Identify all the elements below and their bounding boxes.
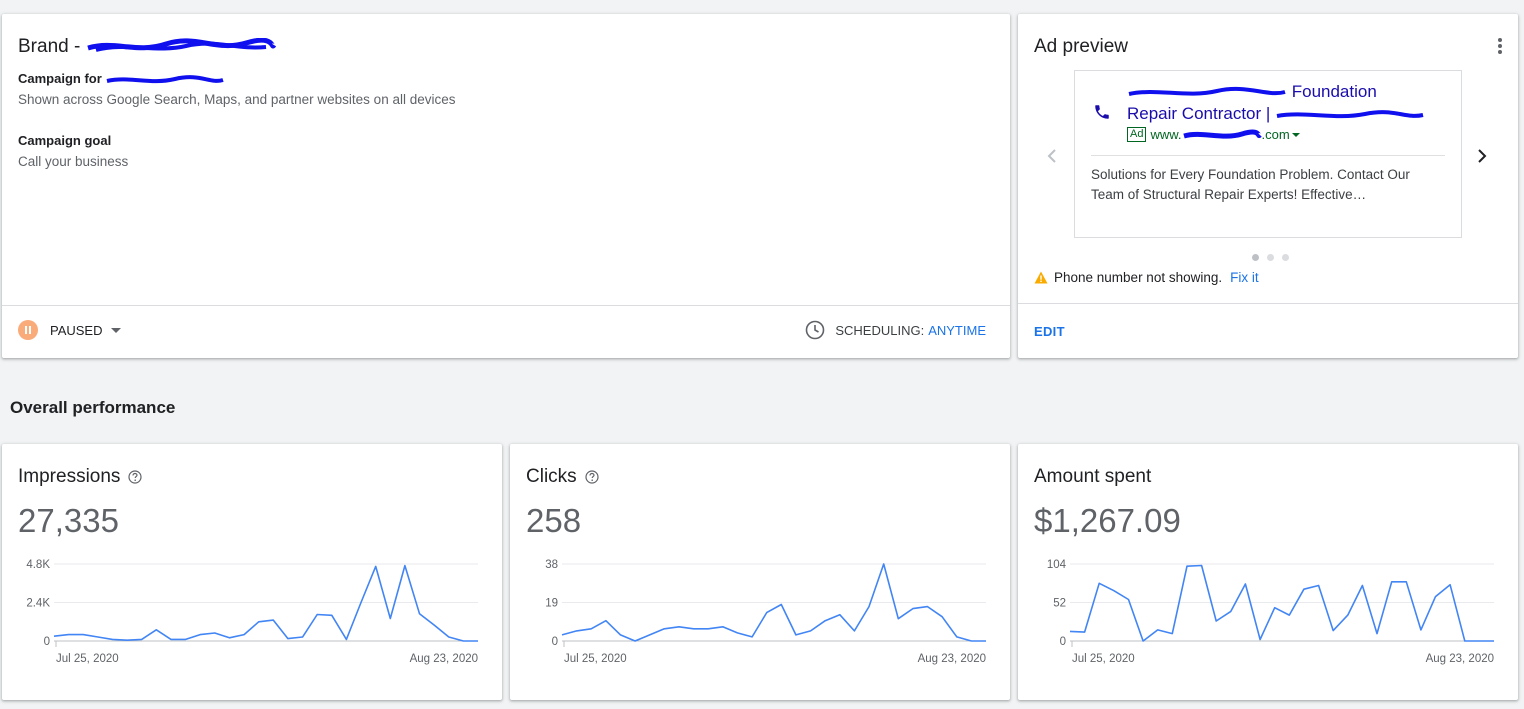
redacted-scribble <box>106 74 225 83</box>
y-tick-label: 2.4K <box>26 598 50 610</box>
chevron-right-icon[interactable] <box>1476 148 1488 164</box>
x-tick-label: Aug 23, 2020 <box>918 653 986 665</box>
series-line <box>53 564 478 642</box>
carousel-dot[interactable] <box>1267 254 1274 261</box>
x-tick-label: Jul 25, 2020 <box>1072 653 1135 665</box>
series-line <box>561 563 986 642</box>
x-tick-label: Jul 25, 2020 <box>56 653 119 665</box>
ad-headline-line1: Foundation <box>1127 81 1447 103</box>
metric-title-label: Impressions <box>18 466 121 487</box>
metric-title-label: Clicks <box>526 466 577 487</box>
campaign-goal-label: Campaign goal <box>18 133 112 148</box>
y-tick-label: 0 <box>552 636 558 648</box>
campaign-title: Brand - <box>18 36 276 58</box>
clicks-chart: 38 19 0 Jul 25, 2020 Aug 23, 2020 <box>545 559 986 665</box>
metric-title: Amount spent <box>1034 466 1151 488</box>
overall-performance-heading: Overall performance <box>10 398 176 417</box>
amount-spent-card: Amount spent $1,267.09 104 52 0 Jul 25, 202… <box>1018 444 1518 700</box>
ad-description: Solutions for Every Foundation Problem. … <box>1091 167 1410 202</box>
amount-spent-chart: 104 52 0 Jul 25, 2020 Aug 23, 2020 <box>1047 559 1494 665</box>
campaign-card: Brand - Campaign for Shown across Google… <box>2 14 1010 358</box>
metric-title: Clicks <box>526 466 599 488</box>
ad-headline[interactable]: Foundation Repair Contractor | <box>1127 81 1447 125</box>
help-icon[interactable] <box>585 470 599 484</box>
y-tick-label: 104 <box>1047 559 1067 571</box>
metric-value: 27,335 <box>18 502 119 539</box>
clock-icon <box>806 320 825 340</box>
y-tick-label: 38 <box>545 559 558 571</box>
status-dropdown[interactable]: PAUSED <box>18 320 121 340</box>
ad-display-url: Ad www. .com <box>1127 127 1300 142</box>
campaign-reach-text: Shown across Google Search, Maps, and pa… <box>18 92 456 107</box>
clicks-card: Clicks 258 38 19 0 Jul 25, 2020 Aug 23, 2020 <box>510 444 1010 700</box>
x-tick-label: Aug 23, 2020 <box>410 653 478 665</box>
status-label: PAUSED <box>50 322 103 338</box>
carousel-dots[interactable] <box>1248 254 1293 261</box>
divider <box>2 305 1010 306</box>
fix-it-link[interactable]: Fix it <box>1230 270 1259 285</box>
scheduling: SCHEDULING: ANYTIME <box>805 320 986 340</box>
scheduling-value-link[interactable]: ANYTIME <box>928 322 986 338</box>
ad-preview-card: Ad preview Foundation Repair Contractor … <box>1018 14 1518 358</box>
y-tick-label: 0 <box>44 636 50 648</box>
help-icon[interactable] <box>128 470 143 484</box>
series-line <box>1069 564 1494 642</box>
y-tick-label: 19 <box>545 598 558 610</box>
metric-value: $1,267.09 <box>1034 502 1181 539</box>
scheduling-label: SCHEDULING: <box>835 322 925 338</box>
phone-icon <box>1095 105 1109 119</box>
campaign-for-line: Campaign for <box>18 71 225 86</box>
chevron-left-icon[interactable] <box>1046 148 1058 164</box>
redacted-scribble <box>1128 86 1286 96</box>
divider <box>1091 155 1445 156</box>
metric-title-label: Amount spent <box>1034 466 1152 487</box>
caret-down-icon <box>1291 132 1300 137</box>
campaign-for-label: Campaign for <box>18 71 102 86</box>
warning-text: Phone number not showing. <box>1054 270 1223 285</box>
carousel-dot[interactable] <box>1252 254 1259 261</box>
campaign-goal-value: Call your business <box>18 154 129 169</box>
ad-preview-title: Ad preview <box>1034 36 1128 57</box>
carousel-dot[interactable] <box>1282 254 1289 261</box>
x-tick-label: Jul 25, 2020 <box>564 653 627 665</box>
edit-button[interactable]: EDIT <box>1034 324 1065 339</box>
y-tick-label: 0 <box>1060 636 1066 648</box>
redacted-scribble <box>1182 129 1262 139</box>
pause-icon <box>18 320 38 340</box>
impressions-card: Impressions 27,335 4.8K 2.4K 0 Jul 25, 2020… <box>2 444 502 700</box>
y-tick-label: 4.8K <box>26 559 50 571</box>
redacted-scribble <box>86 37 276 52</box>
impressions-chart: 4.8K 2.4K 0 Jul 25, 2020 Aug 23, 2020 <box>26 559 478 665</box>
ad-badge: Ad <box>1127 127 1147 142</box>
warning-icon <box>1034 271 1048 284</box>
phone-warning: Phone number not showing. Fix it <box>1034 270 1259 285</box>
brand-prefix: Brand - <box>18 36 81 57</box>
ad-headline-line2: Repair Contractor | <box>1127 103 1447 125</box>
x-tick-label: Aug 23, 2020 <box>1426 653 1494 665</box>
more-vert-icon[interactable] <box>1496 38 1504 58</box>
chevron-down-icon <box>110 327 121 333</box>
metric-title: Impressions <box>18 466 143 488</box>
ad-preview-box: Foundation Repair Contractor | Ad www. .… <box>1074 70 1462 238</box>
y-tick-label: 52 <box>1053 598 1066 610</box>
redacted-scribble <box>1276 109 1424 118</box>
metric-value: 258 <box>526 502 582 539</box>
divider <box>1018 303 1518 304</box>
